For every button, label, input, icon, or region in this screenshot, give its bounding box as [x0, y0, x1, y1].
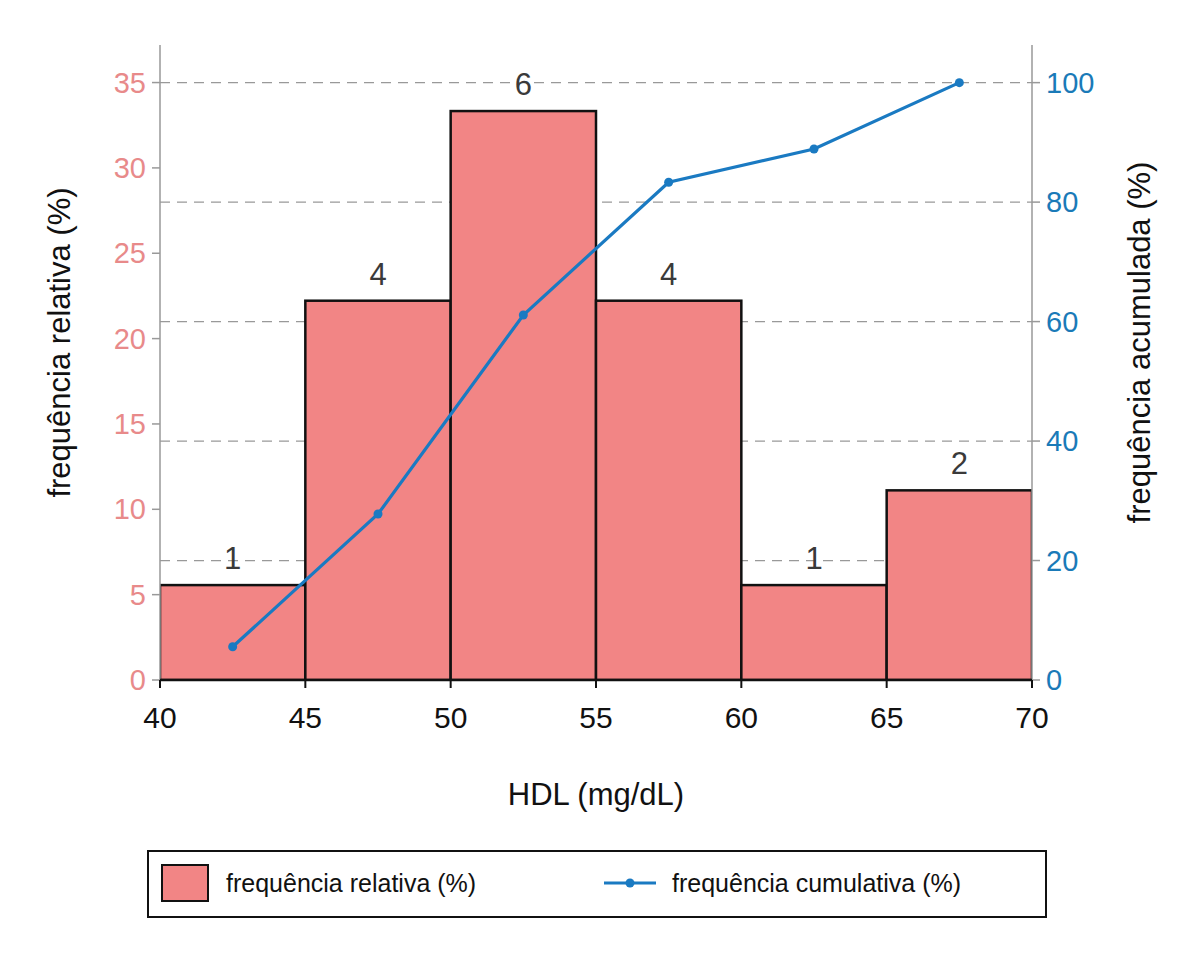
count-label: 2: [951, 446, 968, 481]
y-tick: [152, 167, 160, 169]
y2-tick: [1032, 679, 1040, 681]
y2-tick-label: 100: [1046, 67, 1094, 99]
count-label: 1: [224, 541, 241, 576]
y2-tick-label: 60: [1046, 306, 1078, 338]
x-axis-title: HDL (mg/dL): [508, 777, 684, 812]
x-tick-label: 45: [289, 701, 322, 734]
x-tick: [304, 680, 306, 688]
y-tick-label: 5: [130, 579, 146, 611]
y-tick-label: 25: [114, 237, 146, 269]
plot-area: [160, 78, 1032, 680]
y2-tick: [1032, 321, 1040, 323]
y2-tick: [1032, 440, 1040, 442]
line-marker: [374, 510, 383, 519]
grid-line: [160, 82, 1032, 83]
y-tick: [152, 82, 160, 84]
line-marker: [955, 78, 964, 87]
x-tick-label: 50: [434, 701, 467, 734]
x-tick: [886, 680, 888, 688]
legend-label: frequência relativa (%): [226, 869, 476, 897]
y-tick-label: 35: [114, 67, 146, 99]
x-tick-label: 60: [725, 701, 758, 734]
count-label: 4: [660, 257, 677, 292]
x-tick: [159, 680, 161, 688]
chart-svg: 1464120510152025303502040608010040455055…: [0, 0, 1200, 959]
x-tick-label: 40: [143, 701, 176, 734]
y-tick-label: 10: [114, 493, 146, 525]
y2-tick: [1032, 201, 1040, 203]
y-tick: [152, 423, 160, 425]
x-tick: [450, 680, 452, 688]
line-marker: [810, 145, 819, 154]
chart-container: 1464120510152025303502040608010040455055…: [0, 0, 1200, 959]
y2-axis-line: [1031, 45, 1033, 680]
x-tick-label: 70: [1015, 701, 1048, 734]
count-label: 1: [805, 541, 822, 576]
y-tick: [152, 679, 160, 681]
y-tick-label: 30: [114, 152, 146, 184]
y-tick: [152, 594, 160, 596]
line-marker: [228, 642, 237, 651]
legend-label: frequência cumulativa (%): [672, 869, 961, 897]
y2-tick-label: 0: [1046, 664, 1062, 696]
y-tick: [152, 509, 160, 511]
cumulative-line: [233, 83, 960, 647]
y-tick-label: 15: [114, 408, 146, 440]
y2-tick: [1032, 82, 1040, 84]
count-label: 4: [369, 257, 386, 292]
y2-tick: [1032, 560, 1040, 562]
y-tick: [152, 338, 160, 340]
x-tick: [1031, 680, 1033, 688]
y-axis-line: [159, 45, 161, 680]
y-axis-title: frequência relativa (%): [42, 187, 77, 497]
histogram-bar: [596, 301, 741, 680]
data-labels: 1 4 6 4 1 2: [224, 67, 968, 576]
legend: frequência relativa (%) frequência cumula…: [148, 851, 1046, 917]
y-tick: [152, 253, 160, 255]
line-marker: [519, 310, 528, 319]
y2-tick-label: 20: [1046, 545, 1078, 577]
legend-marker: [626, 879, 635, 888]
x-tick: [595, 680, 597, 688]
y-tick-label: 20: [114, 323, 146, 355]
histogram-bar: [305, 301, 450, 680]
line-marker: [664, 178, 673, 187]
histogram-bar: [887, 490, 1032, 680]
count-label: 6: [515, 67, 532, 102]
y2-axis-title: frequência acumulada (%): [1122, 162, 1157, 524]
legend-box: [148, 851, 1046, 917]
x-tick: [740, 680, 742, 688]
histogram-bar: [741, 585, 886, 680]
y-tick-label: 0: [130, 664, 146, 696]
y2-tick-label: 40: [1046, 425, 1078, 457]
x-tick-label: 65: [870, 701, 903, 734]
x-tick-label: 55: [579, 701, 612, 734]
histogram-bar: [451, 111, 596, 680]
legend-swatch: [162, 865, 208, 901]
y2-tick-label: 80: [1046, 186, 1078, 218]
